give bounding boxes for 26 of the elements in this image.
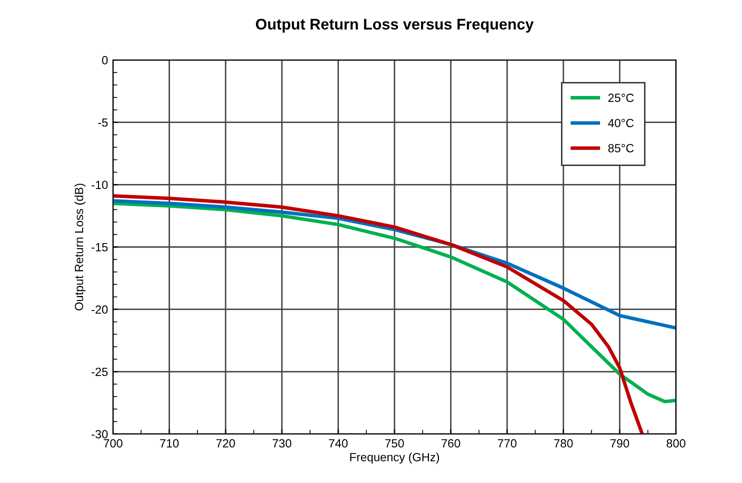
x-axis-title: Frequency (GHz) xyxy=(350,452,440,464)
x-tick-label: 790 xyxy=(610,439,630,448)
x-tick-label: 720 xyxy=(216,439,235,448)
x-tick-label: 770 xyxy=(498,439,516,448)
legend-label: 85°C xyxy=(608,144,634,152)
y-tick-label: -15 xyxy=(92,243,108,252)
y-axis-title: Output Return Loss (dB) xyxy=(74,184,86,310)
x-tick-label: 710 xyxy=(160,439,179,448)
y-tick-label: -10 xyxy=(92,180,108,190)
x-tick-label: 730 xyxy=(272,439,292,448)
x-tick-label: 700 xyxy=(104,439,122,448)
x-tick-label: 800 xyxy=(666,439,686,448)
chart-title: Output Return Loss versus Frequency xyxy=(256,18,534,33)
line-series xyxy=(113,202,676,404)
x-tick-label: 760 xyxy=(442,439,460,448)
x-tick-label: 780 xyxy=(554,439,573,448)
y-tick-label: 0 xyxy=(102,56,108,64)
x-tick-label: 750 xyxy=(385,439,404,448)
legend-label: 25°C xyxy=(608,94,634,102)
y-tick-label: -30 xyxy=(92,430,108,438)
y-tick-label: -5 xyxy=(98,118,108,127)
y-tick-label: -25 xyxy=(92,368,108,376)
line-series xyxy=(113,194,644,434)
y-tick-label: -20 xyxy=(92,305,108,314)
legend-label: 40°C xyxy=(608,118,634,128)
x-tick-label: 740 xyxy=(328,439,348,448)
